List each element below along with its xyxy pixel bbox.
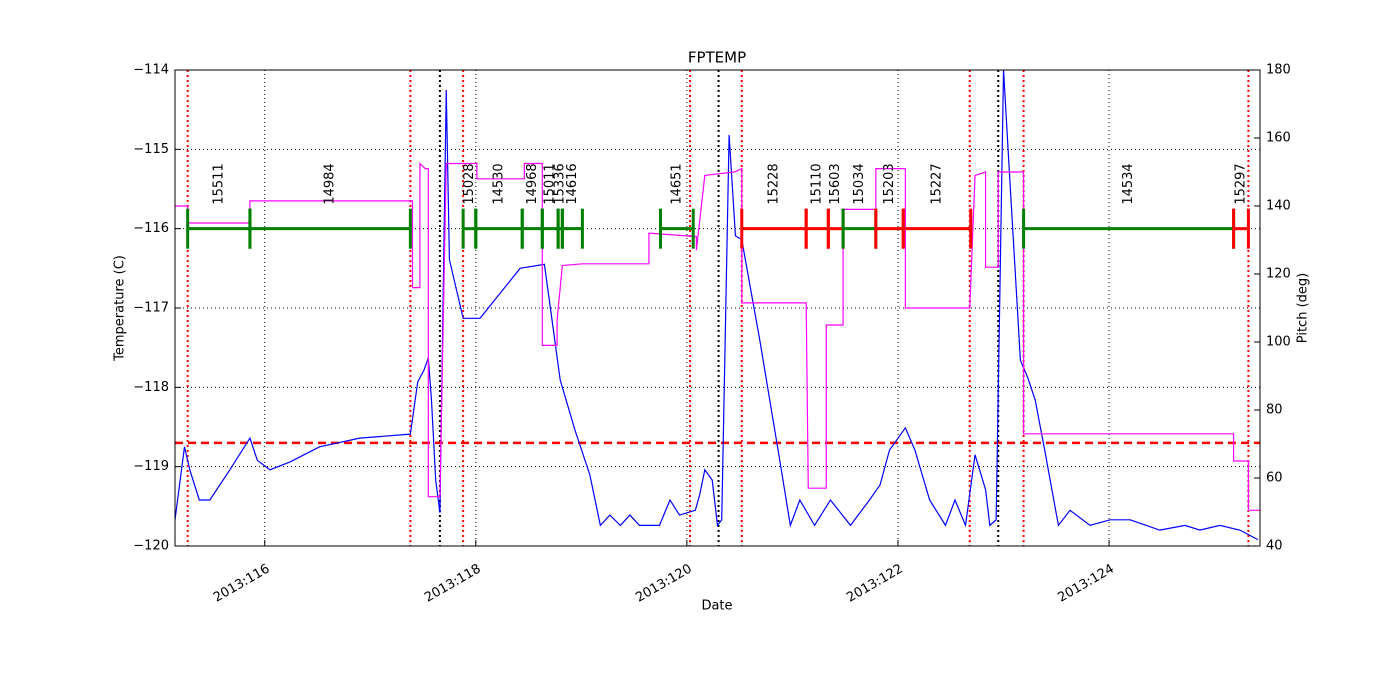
obs-label: 14530 [492,163,507,204]
obs-label: 14968 [525,163,540,204]
pitch-line [175,162,1260,511]
obs-label: 14984 [323,163,338,204]
y2-axis-label: Pitch (deg) [1296,273,1311,343]
y-tick-label: −116 [133,221,169,236]
y-axis-label: Temperature (C) [113,255,128,362]
x-axis-label: Date [701,599,732,614]
obs-label: 15511 [211,163,226,204]
obs-label: 15297 [1234,163,1249,204]
obs-label: 15227 [930,163,945,204]
y2-tick-label: 180 [1266,63,1291,78]
y-tick-label: −120 [133,539,169,554]
obs-label: 15110 [810,163,825,204]
y2-tick-label: 140 [1266,199,1291,214]
plot-area [175,70,1260,546]
obs-label: 15228 [766,163,781,204]
obs-label: 14534 [1121,163,1136,204]
y2-tick-label: 60 [1266,471,1283,486]
obs-label: 15011 [543,163,558,204]
y-tick-label: −114 [133,63,169,78]
obs-label: 15034 [852,163,867,204]
obs-label: 15028 [462,163,477,204]
y-tick-label: −117 [133,301,169,316]
y2-tick-label: 40 [1266,539,1283,554]
y-tick-label: −118 [133,380,169,395]
obs-label: 14651 [669,163,684,204]
y2-tick-label: 160 [1266,131,1291,146]
plot-frame [174,69,1261,547]
y-tick-label: −119 [133,459,169,474]
y-tick-label: −115 [133,142,169,157]
y2-tick-label: 100 [1266,335,1291,350]
obs-label: 15603 [828,163,843,204]
obs-label: 14616 [565,163,580,204]
obs-label: 15203 [882,163,897,204]
obs-label: 15336 [553,163,568,204]
y2-tick-label: 80 [1266,403,1283,418]
chart-title: FPTEMP [688,49,746,67]
y2-tick-label: 120 [1266,267,1291,282]
